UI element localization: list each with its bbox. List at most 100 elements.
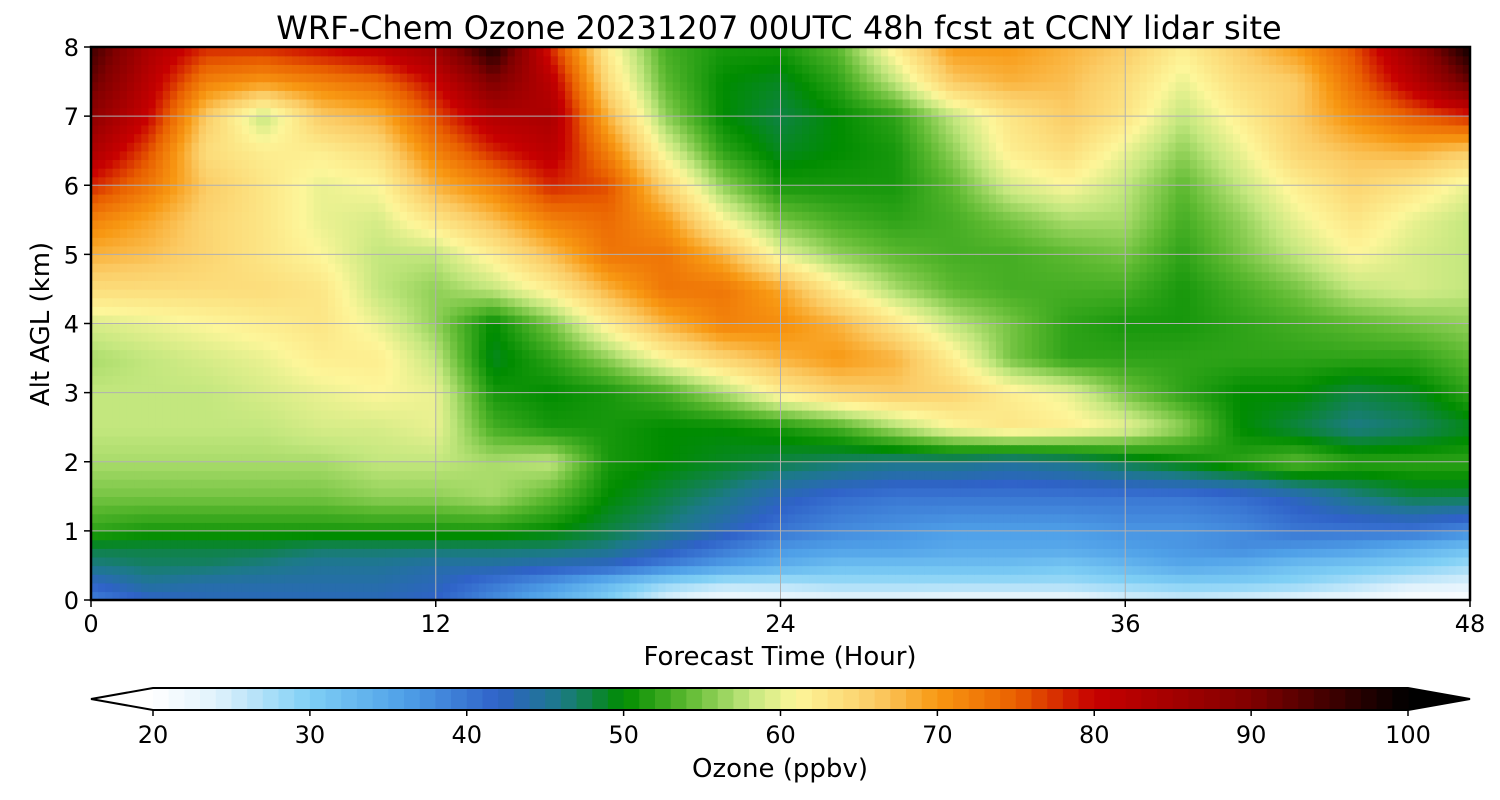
heat-cell	[737, 375, 746, 385]
heat-cell	[780, 461, 789, 472]
heat-cell	[126, 548, 135, 558]
heat-cell	[1383, 392, 1392, 402]
heat-cell	[1311, 556, 1320, 567]
heat-cell	[687, 453, 696, 463]
heat-cell	[1405, 548, 1414, 558]
heat-cell	[507, 496, 516, 506]
heat-cell	[363, 522, 372, 532]
heat-cell	[988, 504, 997, 515]
heat-cell	[794, 461, 803, 472]
heat-cell	[1110, 513, 1119, 523]
heat-cell	[170, 401, 178, 411]
heat-cell	[1247, 392, 1256, 402]
heat-cell	[1197, 548, 1205, 558]
heat-cell	[737, 444, 746, 454]
heat-cell	[924, 565, 933, 575]
heat-cell	[198, 479, 207, 489]
heat-cell	[924, 496, 933, 506]
heat-cell	[342, 513, 351, 523]
heat-cell	[974, 496, 983, 506]
heat-cell	[672, 556, 681, 567]
heat-cell	[428, 556, 437, 567]
heat-cell	[1031, 539, 1040, 549]
heat-cell	[320, 513, 329, 523]
heat-cell	[220, 574, 229, 584]
heat-cell	[241, 375, 250, 385]
heat-cell	[277, 591, 286, 601]
heat-cell	[378, 401, 387, 411]
heat-cell	[263, 409, 272, 420]
heat-cell	[1153, 375, 1162, 385]
heat-cell	[744, 461, 753, 472]
heat-cell	[1319, 444, 1328, 454]
heat-cell	[313, 522, 322, 532]
heat-cell	[902, 418, 911, 428]
heat-cell	[356, 565, 365, 575]
heat-cell	[1103, 479, 1112, 489]
heat-cell	[284, 522, 293, 532]
heat-cell	[622, 513, 631, 523]
heat-cell	[744, 487, 753, 498]
heat-cell	[134, 383, 142, 394]
heat-cell	[658, 513, 667, 523]
heat-cell	[1261, 504, 1270, 515]
heat-cell	[881, 556, 889, 567]
heat-cell	[924, 470, 933, 480]
heat-cell	[249, 582, 257, 593]
heat-cell	[1125, 522, 1134, 532]
heat-cell	[1125, 487, 1134, 498]
heat-cell	[1082, 556, 1091, 567]
heat-cell	[399, 504, 408, 515]
heat-cell	[1067, 444, 1076, 454]
heat-cell	[1383, 504, 1392, 515]
heat-cell	[1031, 401, 1040, 411]
heat-cell	[148, 530, 157, 541]
heat-cell	[313, 409, 322, 420]
heat-cell	[270, 582, 279, 593]
heat-cell	[1434, 444, 1442, 454]
heat-cell	[967, 375, 976, 385]
heat-cell	[277, 479, 286, 489]
heat-cell	[615, 513, 624, 523]
heat-cell	[1232, 401, 1241, 411]
heat-cell	[816, 574, 825, 584]
heat-cell	[572, 375, 581, 385]
heat-cell	[421, 556, 430, 567]
heat-cell	[1074, 496, 1083, 506]
heat-cell	[1132, 582, 1141, 593]
heat-cell	[1003, 461, 1012, 472]
heat-cell	[543, 565, 552, 575]
heat-cell	[881, 435, 889, 446]
heat-cell	[802, 582, 810, 593]
heat-cell	[529, 522, 537, 532]
heat-cell	[1455, 487, 1464, 498]
heat-cell	[1053, 401, 1062, 411]
heat-cell	[1362, 582, 1371, 593]
heat-cell	[170, 461, 178, 472]
heat-cell	[371, 591, 379, 601]
heat-cell	[256, 427, 265, 437]
heat-cell	[399, 461, 408, 472]
heat-cell	[342, 591, 351, 601]
heat-cell	[313, 582, 322, 593]
heat-cell	[916, 392, 925, 402]
heat-cell	[1268, 548, 1277, 558]
heat-cell	[665, 530, 674, 541]
heat-cell	[1355, 548, 1363, 558]
heat-cell	[1355, 556, 1363, 567]
heat-cell	[845, 470, 854, 480]
heat-cell	[1398, 418, 1407, 428]
heat-cell	[227, 461, 236, 472]
heat-cell	[758, 513, 767, 523]
heat-cell	[1419, 574, 1428, 584]
heat-cell	[284, 427, 293, 437]
heat-cell	[536, 435, 545, 446]
heat-cell	[1010, 504, 1019, 515]
heat-cell	[924, 582, 933, 593]
heat-cell	[701, 582, 710, 593]
heat-cell	[155, 444, 164, 454]
heat-cell	[931, 444, 940, 454]
heat-cell	[1153, 522, 1162, 532]
heat-cell	[830, 556, 839, 567]
heat-cell	[981, 591, 990, 601]
